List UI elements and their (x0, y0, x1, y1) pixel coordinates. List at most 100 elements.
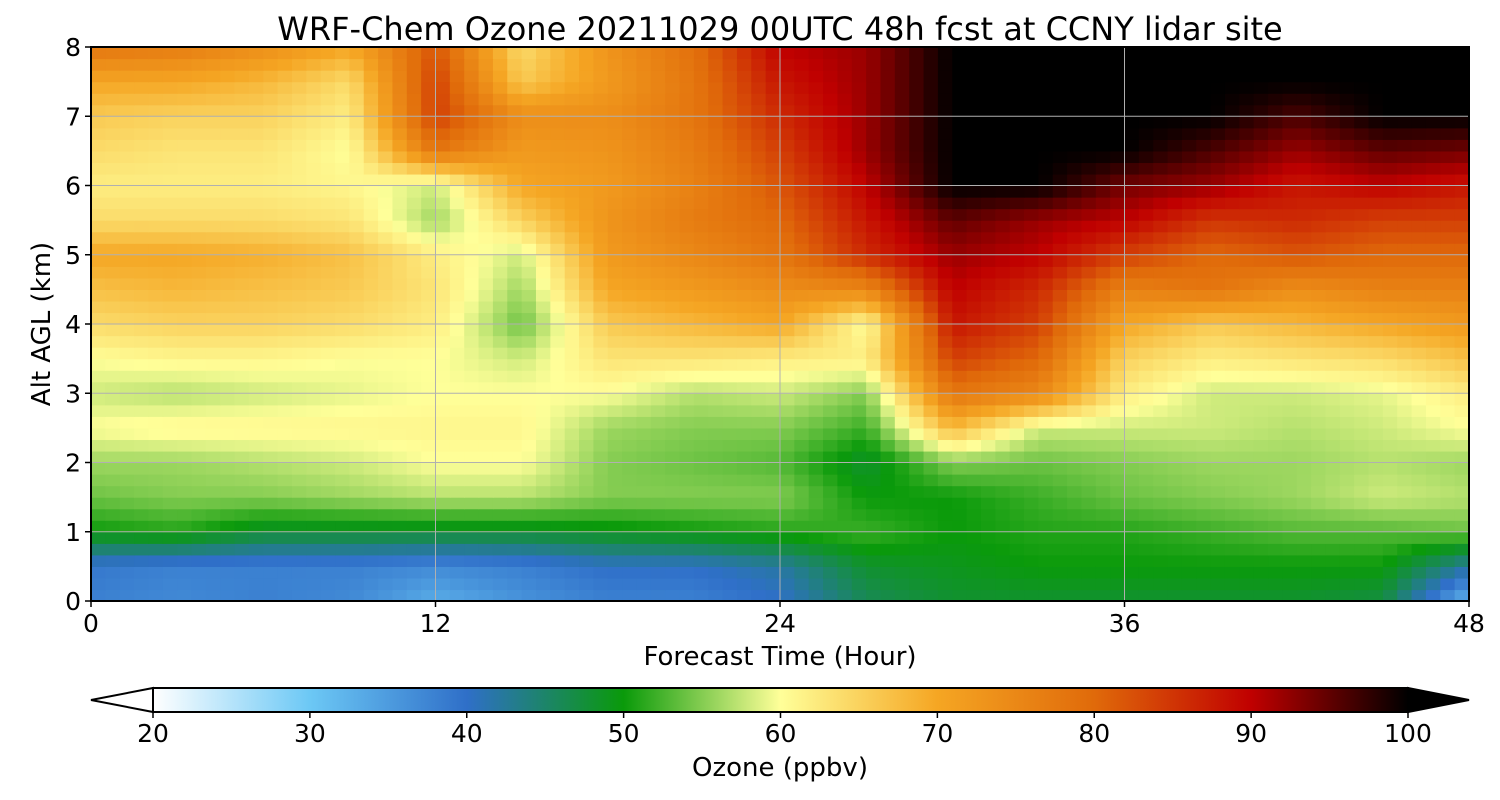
heatmap-cell (177, 104, 193, 117)
heatmap-cell (1210, 393, 1226, 406)
heatmap-cell (564, 520, 580, 533)
heatmap-cell (1124, 173, 1140, 187)
heatmap-cell (134, 381, 150, 394)
heatmap-cell (622, 497, 638, 510)
heatmap-cell (923, 150, 939, 164)
heatmap-cell (1282, 439, 1298, 452)
heatmap-cell (937, 312, 953, 325)
heatmap-cell (1224, 208, 1240, 221)
heatmap-cell (866, 277, 882, 290)
heatmap-cell (320, 277, 336, 290)
heatmap-cell (923, 497, 939, 510)
heatmap-cell (1239, 416, 1255, 429)
heatmap-cell (564, 462, 580, 475)
heatmap-cell (148, 47, 164, 60)
heatmap-cell (1253, 474, 1269, 487)
heatmap-cell (521, 231, 537, 244)
heatmap-cell (880, 104, 896, 117)
heatmap-cell (1282, 70, 1298, 83)
heatmap-cell (1181, 416, 1197, 429)
heatmap-cell (1024, 543, 1039, 556)
heatmap-cell (995, 566, 1011, 579)
heatmap-cell (1368, 289, 1384, 302)
heatmap-cell (1440, 543, 1456, 556)
heatmap-cell (1110, 289, 1126, 302)
heatmap-cell (607, 150, 623, 164)
heatmap-cell (1224, 139, 1240, 152)
heatmap-cell (794, 277, 810, 290)
heatmap-cell (507, 277, 523, 290)
heatmap-cell (478, 127, 494, 140)
heatmap-cell (952, 162, 968, 175)
heatmap-cell (378, 589, 394, 602)
heatmap-cell (234, 173, 250, 187)
heatmap-cell (550, 220, 566, 233)
heatmap-cell (751, 381, 767, 394)
heatmap-cell (1124, 508, 1140, 521)
heatmap-cell (306, 347, 322, 360)
heatmap-cell (607, 254, 623, 267)
heatmap-cell (148, 81, 164, 94)
heatmap-cell (1311, 485, 1327, 498)
heatmap-cell (1411, 450, 1427, 464)
heatmap-cell (1368, 70, 1384, 83)
heatmap-cell (1095, 358, 1111, 371)
heatmap-cell (191, 173, 207, 187)
heatmap-cell (464, 427, 480, 441)
heatmap-cell (1038, 254, 1054, 267)
heatmap-cell (564, 439, 580, 452)
heatmap-cell (1181, 70, 1197, 83)
heatmap-cell (105, 531, 121, 544)
heatmap-cell (794, 577, 810, 591)
heatmap-cell (507, 185, 523, 198)
heatmap-cell (277, 439, 293, 452)
heatmap-cell (349, 208, 365, 221)
heatmap-cell (464, 104, 480, 117)
heatmap-cell (263, 589, 279, 602)
heatmap-cell (134, 347, 150, 360)
heatmap-cell (1425, 324, 1441, 337)
heatmap-cell (449, 139, 465, 152)
heatmap-cell (1153, 324, 1169, 337)
heatmap-cell (1153, 393, 1169, 406)
heatmap-cell (1138, 150, 1154, 164)
heatmap-cell (1296, 450, 1312, 464)
heatmap-cell (693, 577, 709, 591)
heatmap-cell (363, 231, 379, 244)
heatmap-cell (205, 220, 221, 233)
heatmap-cell (665, 243, 681, 256)
heatmap-cell (823, 427, 839, 441)
heatmap-cell (880, 508, 896, 521)
heatmap-cell (349, 404, 365, 417)
heatmap-cell (837, 450, 853, 464)
heatmap-cell (162, 208, 178, 221)
heatmap-cell (521, 577, 537, 591)
heatmap-cell (1296, 404, 1312, 417)
heatmap-cell (464, 543, 480, 556)
heatmap-cell (937, 139, 953, 152)
heatmap-cell (277, 531, 293, 544)
heatmap-cell (335, 370, 350, 383)
heatmap-cell (1081, 197, 1097, 210)
y-tick-label: 0 (65, 587, 81, 616)
heatmap-cell (220, 416, 236, 429)
heatmap-cell (894, 566, 910, 579)
heatmap-cell (406, 404, 422, 417)
heatmap-cell (248, 173, 264, 187)
heatmap-cell (636, 335, 652, 348)
heatmap-cell (980, 370, 996, 383)
heatmap-cell (134, 185, 150, 198)
heatmap-cell (320, 324, 336, 337)
heatmap-cell (1224, 300, 1240, 314)
heatmap-cell (808, 404, 824, 417)
heatmap-cell (162, 47, 178, 60)
heatmap-cell (1311, 335, 1327, 348)
heatmap-cell (291, 531, 307, 544)
heatmap-cell (1253, 231, 1269, 244)
heatmap-cell (220, 243, 236, 256)
heatmap-cell (1110, 312, 1126, 325)
heatmap-cell (1268, 208, 1283, 221)
heatmap-cell (1382, 358, 1398, 371)
heatmap-cell (851, 427, 867, 441)
heatmap-cell (421, 370, 437, 383)
